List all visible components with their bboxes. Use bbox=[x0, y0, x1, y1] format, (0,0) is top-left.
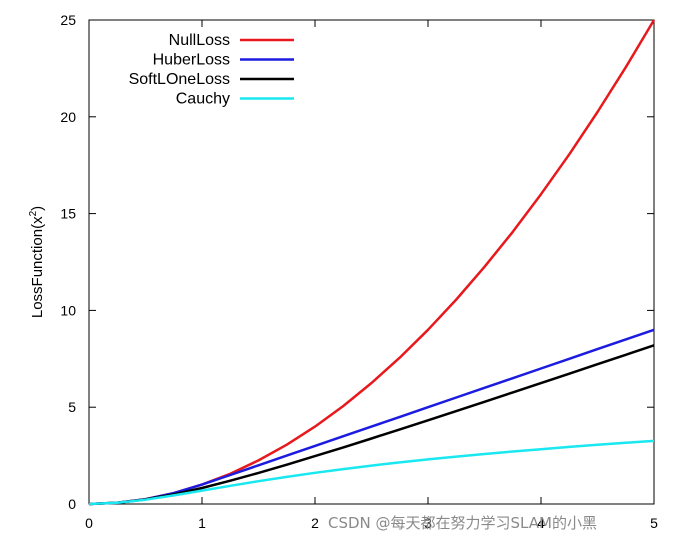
y-axis-label-superscript: 2 bbox=[28, 210, 39, 216]
x-tick-label-5: 5 bbox=[650, 515, 658, 531]
series-lines bbox=[88, 19, 656, 506]
series-line-huberloss bbox=[88, 328, 655, 506]
x-tick-label-3: 3 bbox=[424, 515, 432, 531]
y-axis-label: LossFunction(x2) bbox=[28, 206, 46, 318]
plot-frame bbox=[88, 19, 655, 505]
y-tick-label-4: 20 bbox=[60, 109, 76, 125]
y-tick-label-1: 5 bbox=[68, 399, 76, 415]
y-tick-label-2: 10 bbox=[60, 302, 76, 318]
legend-label-nullloss: NullLoss bbox=[169, 32, 230, 49]
y-tick-label-0: 0 bbox=[68, 496, 76, 512]
x-tick-label-1: 1 bbox=[198, 515, 206, 531]
series-line-nullloss bbox=[88, 19, 656, 506]
x-tick-label-2: 2 bbox=[311, 515, 319, 531]
y-tick-label-5: 25 bbox=[60, 12, 76, 28]
watermark: CSDN @每天都在努力学习SLAM的小黑 bbox=[328, 514, 597, 532]
axis-ticks: 0 1 2 3 4 5 0 5 10 15 20 25 bbox=[60, 12, 658, 531]
legend-label-cauchy: Cauchy bbox=[176, 91, 230, 108]
y-tick-label-3: 15 bbox=[60, 206, 76, 222]
legend-label-softloneloss: SoftLOneLoss bbox=[129, 71, 230, 88]
series-line-softloneloss bbox=[88, 344, 655, 506]
x-tick-label-0: 0 bbox=[85, 515, 93, 531]
series-line-cauchy bbox=[88, 439, 655, 506]
legend: NullLoss HuberLoss SoftLOneLoss Cauchy bbox=[129, 32, 294, 108]
x-tick-label-4: 4 bbox=[537, 515, 545, 531]
legend-label-huberloss: HuberLoss bbox=[153, 52, 230, 69]
